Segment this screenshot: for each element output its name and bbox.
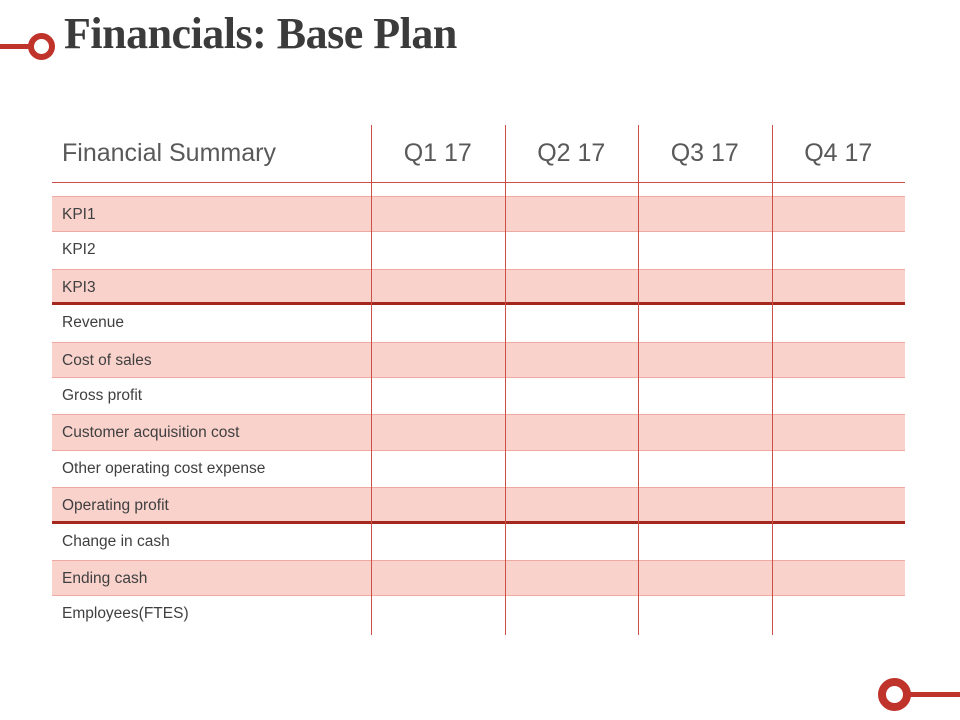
column-divider — [504, 125, 506, 635]
footer-accent-line — [908, 692, 960, 697]
row-label: Cost of sales — [62, 351, 152, 369]
row-value-cell — [638, 270, 772, 302]
row-value-cell — [772, 524, 906, 560]
row-label: Revenue — [62, 314, 125, 332]
title-accent-ring-icon — [28, 33, 55, 60]
row-value-cell — [772, 596, 906, 632]
table-row: Change in cash — [52, 524, 905, 560]
column-divider — [638, 125, 639, 635]
table-header-row: Financial Summary Q1 17 Q2 17 Q3 17 Q4 1… — [52, 125, 905, 183]
row-value-cell — [371, 270, 505, 302]
row-value-cell — [505, 451, 639, 487]
row-value-cell — [772, 378, 906, 414]
row-label: Change in cash — [62, 532, 170, 550]
row-value-cell — [371, 415, 505, 449]
table-row: Ending cash — [52, 559, 906, 597]
row-value-cell — [638, 378, 772, 414]
row-value-cell — [772, 305, 906, 341]
row-value-cell — [772, 197, 906, 231]
table-row: Customer acquisition cost — [52, 414, 906, 451]
row-value-cell — [505, 270, 639, 302]
row-value-cell — [371, 343, 505, 377]
financial-summary-table: Financial Summary Q1 17 Q2 17 Q3 17 Q4 1… — [52, 125, 905, 635]
row-value-cell — [505, 415, 639, 449]
row-value-cell — [638, 524, 772, 560]
table-row: KPI1 — [52, 196, 906, 233]
header-q4-17: Q4 17 — [804, 139, 873, 167]
row-label: Gross profit — [62, 386, 143, 404]
column-divider — [771, 125, 773, 635]
row-label: Employees(FTES) — [62, 605, 189, 623]
row-value-cell — [638, 305, 772, 341]
row-value-cell — [505, 305, 639, 341]
row-value-cell — [371, 524, 505, 560]
header-q3-17: Q3 17 — [670, 139, 739, 167]
page-title: Financials: Base Plan — [64, 9, 457, 58]
row-value-cell — [371, 488, 505, 520]
row-value-cell — [772, 561, 906, 595]
row-value-cell — [638, 232, 772, 268]
row-value-cell — [772, 488, 906, 520]
header-financial-summary: Financial Summary — [62, 139, 276, 167]
row-value-cell — [505, 197, 639, 231]
table-row: Other operating cost expense — [52, 451, 905, 487]
row-value-cell — [638, 343, 772, 377]
row-value-cell — [772, 270, 906, 302]
row-value-cell — [772, 415, 906, 449]
row-value-cell — [638, 451, 772, 487]
row-value-cell — [505, 488, 639, 520]
row-value-cell — [505, 232, 639, 268]
row-value-cell — [638, 596, 772, 632]
row-value-cell — [371, 305, 505, 341]
header-q1-17: Q1 17 — [403, 139, 472, 167]
row-label: Other operating cost expense — [62, 459, 266, 477]
header-q2-17: Q2 17 — [537, 139, 606, 167]
table-row: KPI3 — [52, 268, 906, 306]
table-row: Gross profit — [52, 378, 905, 414]
table-body: KPI1 KPI2 KPI3 Revenue Cost of sales Gross pr… — [52, 196, 905, 633]
row-value-cell — [638, 415, 772, 449]
row-label: Customer acquisition cost — [62, 424, 240, 442]
row-value-cell — [371, 232, 505, 268]
column-divider — [371, 125, 372, 635]
row-value-cell — [638, 488, 772, 520]
row-value-cell — [371, 561, 505, 595]
table-row: Cost of sales — [52, 341, 906, 378]
row-value-cell — [772, 451, 906, 487]
row-label: KPI1 — [62, 206, 96, 223]
row-label: Ending cash — [62, 569, 148, 587]
row-value-cell — [505, 596, 639, 632]
row-value-cell — [371, 378, 505, 414]
row-value-cell — [772, 343, 906, 377]
row-value-cell — [371, 451, 505, 487]
row-value-cell — [772, 232, 906, 268]
table-row: Revenue — [52, 305, 905, 341]
row-label: KPI2 — [62, 241, 96, 259]
row-value-cell — [638, 197, 772, 231]
row-value-cell — [505, 524, 639, 560]
row-value-cell — [638, 561, 772, 595]
table-row: Operating profit — [52, 487, 906, 524]
row-value-cell — [371, 596, 505, 632]
row-label: KPI3 — [62, 278, 96, 296]
row-value-cell — [505, 378, 639, 414]
table-row: Employees(FTES) — [52, 596, 905, 632]
row-value-cell — [505, 343, 639, 377]
row-value-cell — [371, 197, 505, 231]
table-row: KPI2 — [52, 232, 905, 268]
title-accent-line — [0, 44, 30, 49]
footer-accent-ring-icon — [878, 678, 911, 711]
row-value-cell — [505, 561, 639, 595]
row-label: Operating profit — [62, 497, 169, 515]
